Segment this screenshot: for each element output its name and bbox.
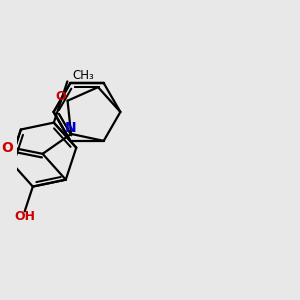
Text: O: O	[55, 90, 66, 103]
Text: O: O	[1, 141, 13, 155]
Text: OH: OH	[14, 210, 35, 223]
Text: N: N	[65, 121, 77, 135]
Text: CH₃: CH₃	[73, 69, 94, 82]
